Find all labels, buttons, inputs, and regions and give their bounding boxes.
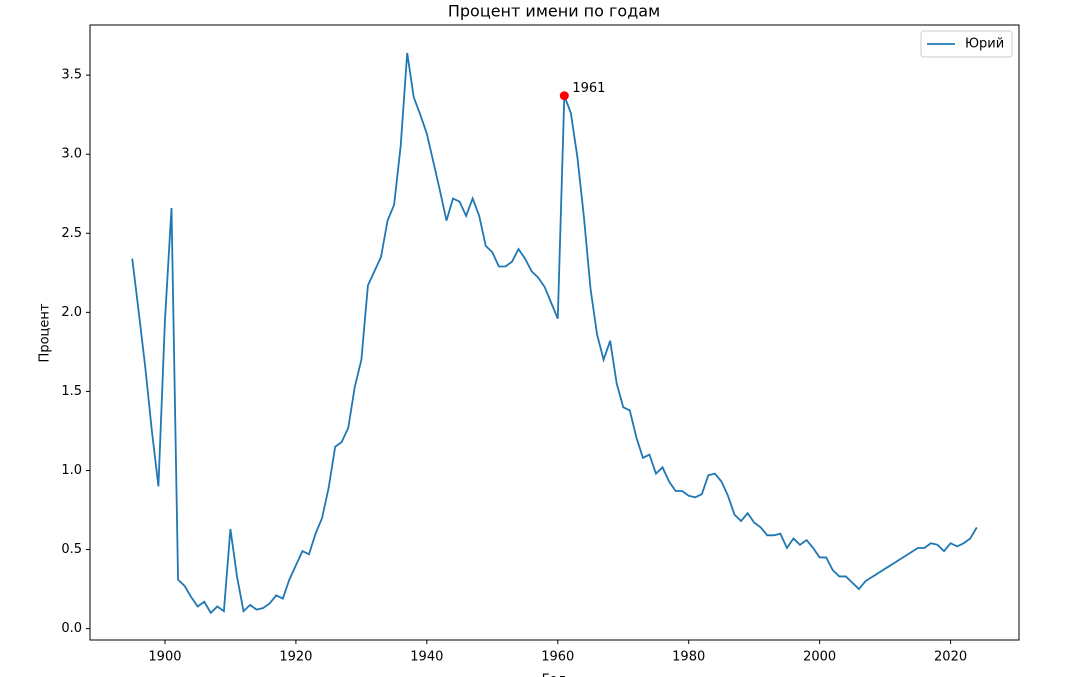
x-tick-label: 1940: [410, 650, 443, 665]
y-tick-label: 1.0: [61, 463, 82, 478]
line-series: [131, 52, 978, 615]
y-tick-label: 1.5: [61, 384, 82, 399]
x-tick-label: 1920: [279, 650, 312, 665]
annotation-label: 1961: [572, 81, 605, 96]
x-tick-label: 1900: [148, 650, 181, 665]
y-tick-label: 3.5: [61, 68, 82, 83]
highlight-point: [559, 91, 569, 101]
y-tick-label: 0.0: [61, 621, 82, 636]
y-tick-label: 3.0: [61, 147, 82, 162]
plot-frame: [89, 24, 1020, 641]
legend-label: Юрий: [965, 37, 1004, 52]
legend-box: [920, 30, 1013, 58]
x-tick-label: 2000: [803, 650, 836, 665]
chart-title: Процент имени по годам: [448, 2, 660, 21]
x-axis-label: Год: [542, 673, 567, 677]
x-tick-label: 1980: [672, 650, 705, 665]
y-tick-label: 2.0: [61, 305, 82, 320]
x-tick-label: 1960: [541, 650, 574, 665]
y-tick-label: 2.5: [61, 226, 82, 241]
y-axis-label: Процент: [38, 303, 53, 362]
y-tick-label: 0.5: [61, 542, 82, 557]
x-tick-label: 2020: [934, 650, 967, 665]
